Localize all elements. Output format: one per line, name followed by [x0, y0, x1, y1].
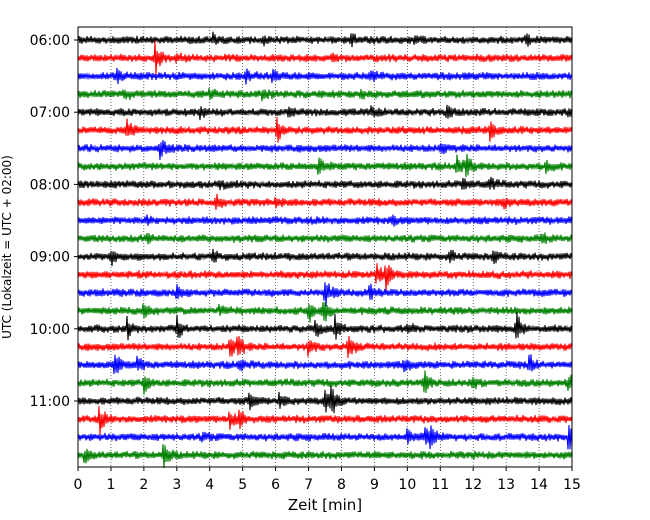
x-tick-label: 7 — [304, 477, 313, 493]
y-tick-label: 08:00 — [30, 177, 70, 193]
seismic-trace — [77, 406, 573, 435]
x-tick-label: 6 — [271, 477, 280, 493]
x-axis: 0 1 2 3 4 5 6 7 8 9 10 11 12 13 14 15 — [74, 467, 581, 493]
plot-frame — [77, 26, 573, 468]
traces — [77, 31, 573, 469]
x-tick-label: 1 — [106, 477, 115, 493]
seismic-trace — [77, 301, 573, 323]
seismic-trace — [77, 140, 573, 160]
x-tick-label: 13 — [497, 477, 515, 493]
y-tick-label: 10:00 — [30, 322, 70, 338]
seismic-trace — [77, 67, 573, 85]
seismic-trace — [77, 176, 573, 191]
seismic-trace — [77, 31, 573, 48]
seismic-trace — [77, 193, 573, 211]
x-tick-label: 11 — [431, 477, 449, 493]
seismic-trace — [77, 282, 573, 307]
seismic-trace — [77, 311, 573, 341]
seismic-trace — [77, 354, 573, 375]
y-axis: 06:00 07:00 08:00 09:00 10:00 11:00 — [30, 33, 78, 410]
seismic-trace — [77, 263, 573, 291]
x-axis-label: Zeit [min] — [288, 496, 362, 514]
x-tick-label: 4 — [205, 477, 214, 493]
seismic-trace — [77, 385, 573, 414]
x-tick-label: 0 — [74, 477, 83, 493]
seismic-trace — [77, 335, 573, 359]
y-tick-label: 07:00 — [30, 105, 70, 121]
y-tick-label: 06:00 — [30, 33, 70, 49]
y-tick-label: 09:00 — [30, 250, 70, 266]
seismic-trace — [77, 370, 573, 395]
seismic-trace — [77, 153, 573, 178]
grid-lines — [110, 27, 540, 467]
x-tick-label: 14 — [530, 477, 548, 493]
x-tick-label: 9 — [370, 477, 379, 493]
seismic-trace — [77, 104, 573, 121]
seismic-trace — [77, 214, 573, 227]
seismic-trace — [77, 425, 573, 450]
x-tick-label: 5 — [238, 477, 247, 493]
seismic-trace — [77, 41, 573, 75]
x-tick-label: 2 — [139, 477, 148, 493]
x-tick-label: 8 — [337, 477, 346, 493]
x-tick-label: 10 — [398, 477, 416, 493]
x-tick-label: 15 — [563, 477, 581, 493]
x-tick-label: 3 — [172, 477, 181, 493]
y-axis-label: UTC (Lokalzeit = UTC + 02:00) — [0, 155, 14, 339]
seismic-trace — [77, 232, 573, 245]
x-tick-label: 12 — [464, 477, 482, 493]
seismic-trace — [77, 87, 573, 102]
seismic-trace — [77, 117, 573, 143]
seismic-trace — [77, 248, 573, 266]
seismic-trace — [77, 444, 573, 469]
y-tick-label: 11:00 — [30, 394, 70, 410]
